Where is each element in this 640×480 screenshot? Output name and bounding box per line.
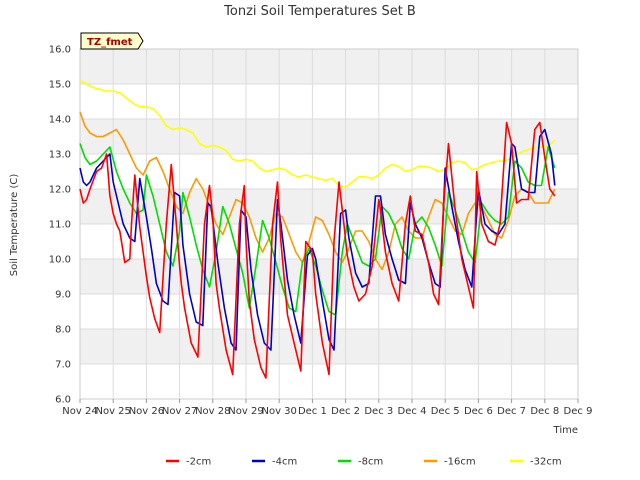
series-line-2cm (79, 121, 556, 379)
x-tick-label: Nov 28 (195, 406, 230, 417)
chart-title: Tonzi Soil Temperatures Set B (223, 4, 416, 19)
background-band (80, 119, 578, 154)
y-tick-label: 6.0 (55, 395, 71, 406)
x-tick-label: Nov 27 (162, 406, 197, 417)
y-tick-label: 14.0 (49, 115, 71, 126)
plot-area (79, 48, 579, 400)
y-tick-label: 9.0 (55, 290, 71, 301)
legend: -2cm -4cm -8cm -16cm -32cm (166, 457, 562, 468)
x-tick-label: Dec 5 (431, 406, 460, 417)
legend-label: -2cm (186, 457, 211, 468)
x-tick-label: Dec 9 (564, 406, 593, 417)
series-line-16cm (79, 111, 556, 271)
x-tick-label: Dec 7 (497, 406, 526, 417)
series-lines (79, 79, 556, 379)
x-tick-label: Dec 1 (298, 406, 327, 417)
y-tick-label: 7.0 (55, 360, 71, 371)
y-tick-label: 8.0 (55, 325, 71, 336)
x-tick-label: Nov 30 (261, 406, 296, 417)
station-badge-box (80, 32, 144, 50)
y-tick-label: 16.0 (49, 45, 71, 56)
x-tick-label: Dec 3 (364, 406, 393, 417)
x-axis-label: Time (553, 425, 578, 436)
y-tick-label: 10.0 (49, 255, 71, 266)
y-tick-label: 13.0 (49, 150, 71, 161)
legend-label: -32cm (530, 457, 562, 468)
background-band (80, 189, 578, 224)
y-axis-ticks: 6.0 7.0 8.0 9.0 10.0 11.0 12.0 13.0 14.0 15.0 16.0 (49, 45, 71, 406)
station-badge-label: TZ_fmet (87, 37, 133, 48)
background-bands (80, 49, 578, 364)
x-tick-label: Dec 2 (331, 406, 360, 417)
legend-label: -8cm (358, 457, 383, 468)
y-tick-label: 15.0 (49, 80, 71, 91)
y-axis-label: Soil Temperature (C) (9, 174, 20, 277)
x-tick-label: Dec 6 (464, 406, 493, 417)
legend-label: -4cm (272, 457, 297, 468)
series-line-32cm (79, 79, 556, 188)
background-band (80, 49, 578, 84)
legend-label: -16cm (444, 457, 476, 468)
x-tick-label: Nov 24 (62, 406, 97, 417)
x-tick-label: Dec 4 (398, 406, 427, 417)
y-tick-label: 12.0 (49, 185, 71, 196)
series-line-4cm (79, 128, 556, 351)
y-tick-label: 11.0 (49, 220, 71, 231)
x-tick-label: Dec 8 (530, 406, 559, 417)
x-tick-label: Nov 26 (129, 406, 164, 417)
x-tick-label: Nov 29 (228, 406, 263, 417)
station-badge: TZ_fmet (80, 32, 144, 50)
x-tick-label: Nov 25 (95, 406, 130, 417)
